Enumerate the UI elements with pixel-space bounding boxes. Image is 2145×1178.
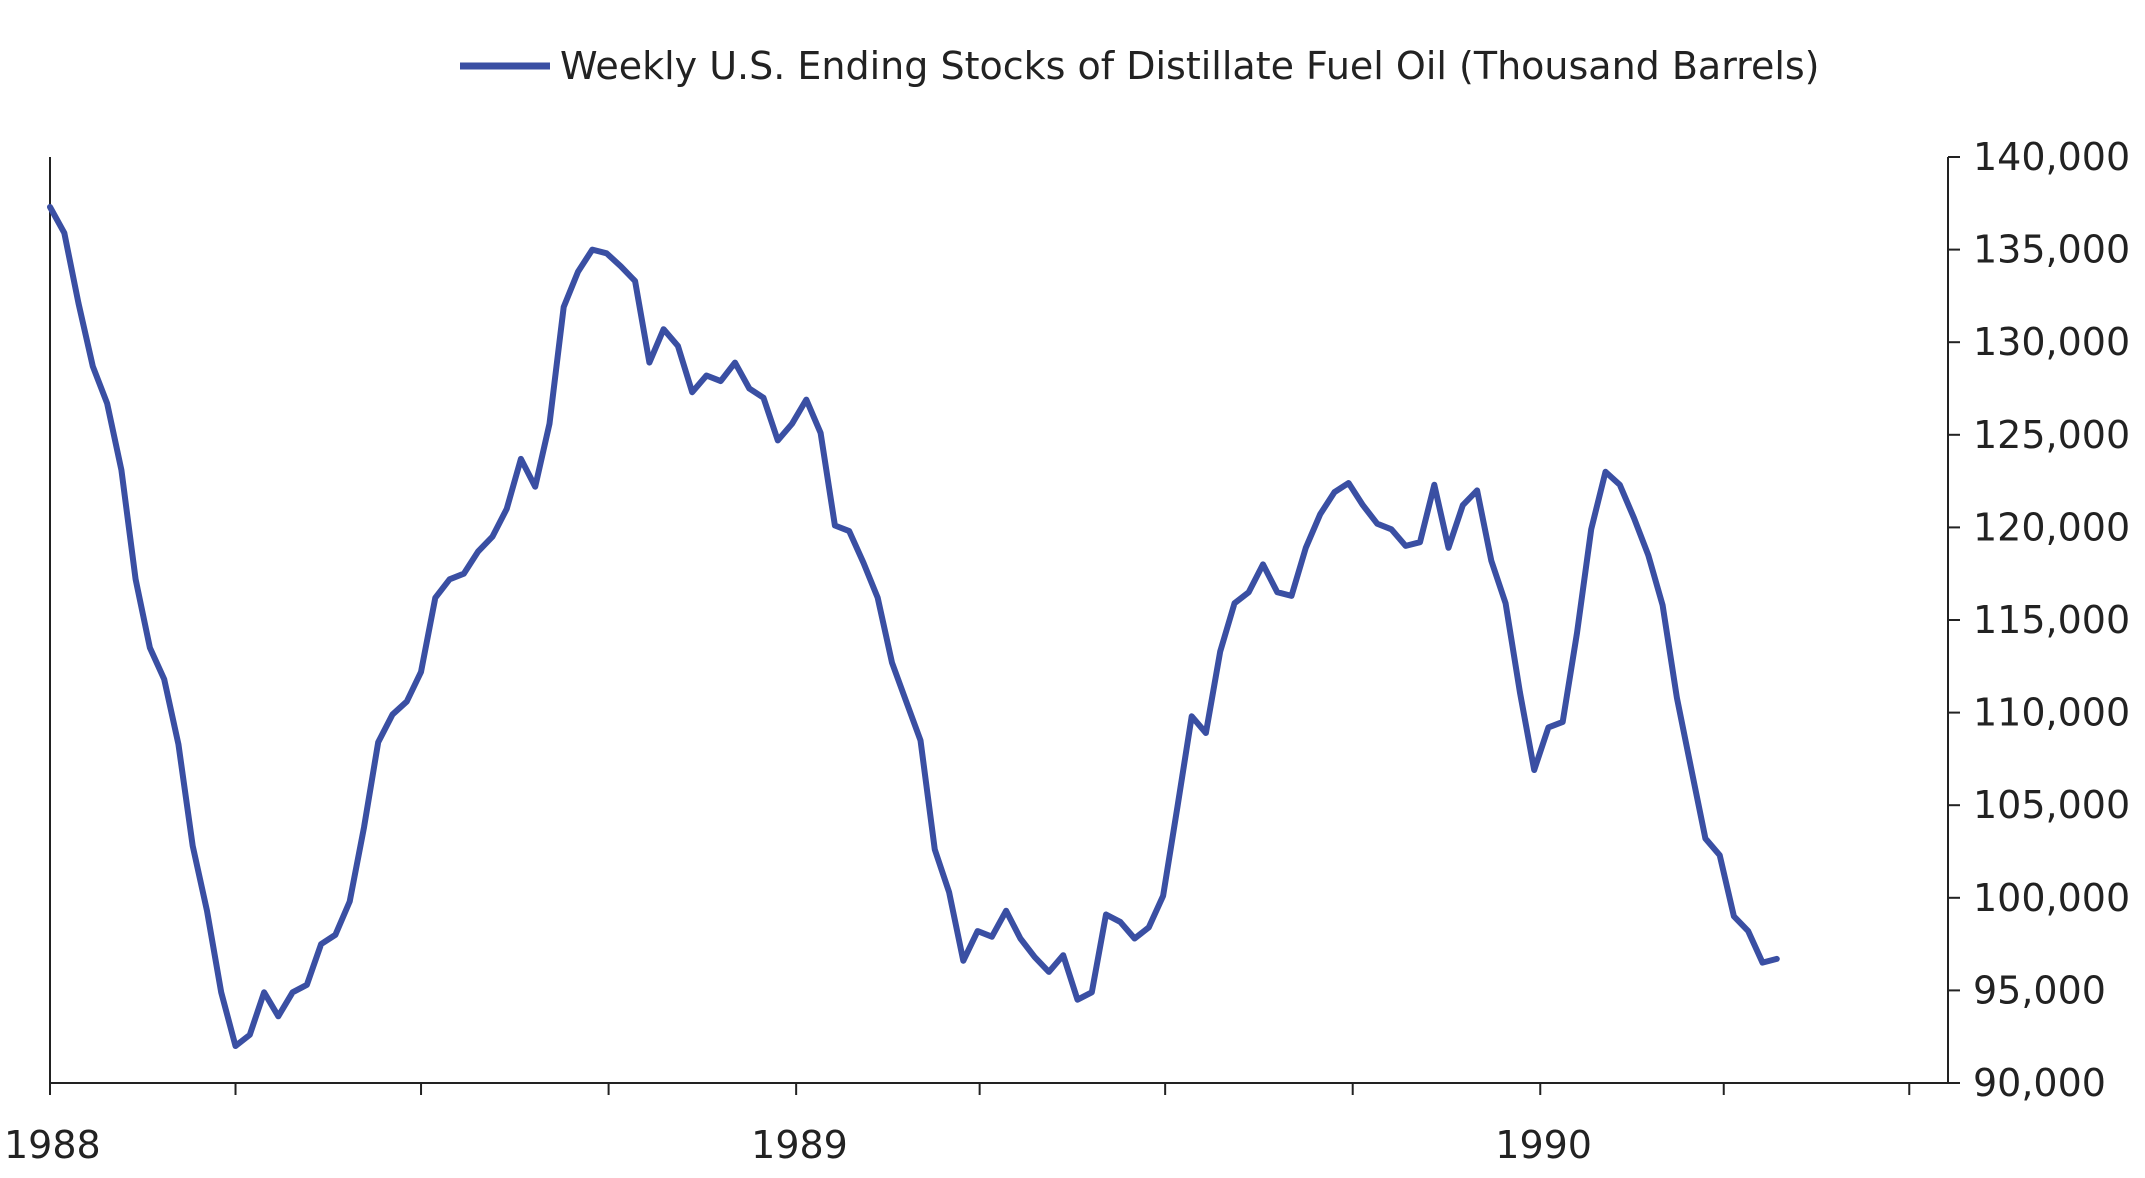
y-tick-label: 115,000 <box>1973 598 2130 642</box>
y-tick-label: 130,000 <box>1973 320 2130 364</box>
y-tick-label: 120,000 <box>1973 505 2130 549</box>
x-tick-label: 1990 <box>1495 1123 1592 1167</box>
y-tick-label: 90,000 <box>1973 1061 2106 1105</box>
y-tick-label: 140,000 <box>1973 135 2130 179</box>
legend: Weekly U.S. Ending Stocks of Distillate … <box>460 44 1820 88</box>
y-tick-label: 125,000 <box>1973 413 2130 457</box>
y-tick-label: 105,000 <box>1973 783 2130 827</box>
y-tick-label: 110,000 <box>1973 691 2130 735</box>
series-line-distillate-stocks <box>47 204 1780 1049</box>
x-tick-label: 1988 <box>4 1123 101 1167</box>
y-tick-label: 100,000 <box>1973 876 2130 920</box>
plot-area: 90,000 95,000 100,000 105,000 110,000 115,000… <box>4 135 2130 1167</box>
y-tick-label: 95,000 <box>1973 968 2106 1012</box>
legend-label: Weekly U.S. Ending Stocks of Distillate … <box>560 44 1820 88</box>
x-axis-ticks: 1988 1989 1990 <box>4 1083 1911 1167</box>
x-tick-label: 1989 <box>751 1123 848 1167</box>
y-tick-label: 135,000 <box>1973 228 2130 272</box>
y-axis-ticks: 90,000 95,000 100,000 105,000 110,000 115,000… <box>1948 135 2130 1105</box>
